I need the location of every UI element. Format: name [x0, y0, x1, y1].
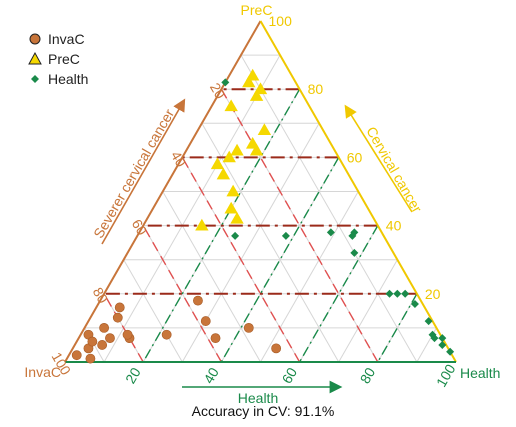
point-health-16 — [446, 347, 455, 356]
point-health-3 — [326, 228, 335, 237]
axis-label-invac: InvaC — [24, 364, 61, 380]
point-invac-8 — [85, 353, 96, 364]
footer-accuracy: Accuracy in CV: 91.1% — [192, 403, 335, 419]
dash-line-invac-60 — [142, 225, 223, 363]
point-invac-2 — [114, 302, 125, 313]
point-health-1 — [231, 231, 240, 240]
point-health-5 — [350, 228, 359, 237]
point-health-14 — [438, 334, 447, 343]
tick-label-invac-20: 20 — [207, 80, 229, 102]
point-invac-14 — [161, 329, 172, 340]
legend-marker-invac — [29, 33, 41, 45]
arrow-label-cervical-cancer: Cervical cancer — [363, 124, 425, 216]
tick-label-health-40: 40 — [200, 365, 222, 387]
dash-line-invac-20 — [220, 88, 379, 363]
grid-line-invac-10 — [240, 54, 418, 363]
arrow-cervical-cancer — [344, 104, 413, 213]
dash-line-health-80 — [377, 293, 418, 363]
triangle-edges — [64, 20, 457, 363]
point-prec-11 — [216, 167, 231, 180]
point-invac-10 — [97, 340, 108, 350]
tick-label-health-60: 60 — [278, 365, 300, 387]
point-health-9 — [410, 300, 419, 309]
grid-line-health-10 — [103, 54, 281, 363]
point-prec-14 — [230, 211, 244, 224]
grid-lines — [84, 54, 437, 363]
tick-label-health-80: 80 — [357, 365, 379, 387]
point-invac-17 — [271, 343, 282, 354]
point-invac-4 — [112, 312, 123, 323]
arrow-severer-cervical-cancer — [101, 98, 186, 245]
grid-line-invac-50 — [162, 191, 261, 363]
tick-label-invac-60: 60 — [129, 216, 151, 238]
point-prec-15 — [195, 218, 209, 231]
tick-label-invac-40: 40 — [168, 148, 190, 170]
tick-label-invac-80: 80 — [90, 285, 112, 307]
point-prec-1 — [253, 82, 268, 95]
grid-line-invac-70 — [123, 259, 183, 363]
legend-label-health: Health — [48, 71, 88, 87]
point-prec-9 — [222, 150, 236, 163]
point-health-11 — [424, 317, 433, 326]
axis-label-prec: PreC — [241, 2, 273, 18]
axis-label-health: Health — [460, 365, 500, 381]
point-prec-6 — [249, 143, 264, 156]
tick-label-prec-80: 80 — [308, 81, 324, 97]
point-invac-0 — [200, 316, 211, 326]
grid-line-health-50 — [260, 191, 359, 363]
point-invac-3 — [99, 322, 109, 333]
point-invac-16 — [243, 322, 254, 333]
legend-label-prec: PreC — [48, 51, 80, 67]
dash-line-health-60 — [298, 225, 379, 363]
point-prec-5 — [257, 123, 272, 136]
point-invac-9 — [87, 336, 98, 347]
point-prec-0 — [249, 89, 264, 101]
point-prec-4 — [245, 68, 260, 81]
legend-marker-prec — [28, 51, 42, 65]
point-health-13 — [430, 334, 439, 343]
point-invac-11 — [105, 333, 115, 344]
arrow-label-health: Health — [238, 390, 278, 406]
point-prec-3 — [242, 75, 256, 88]
data-points — [71, 68, 455, 364]
point-prec-8 — [230, 143, 244, 156]
point-invac-1 — [193, 295, 203, 306]
point-health-7 — [393, 289, 402, 298]
legend: InvaC PreC Health — [28, 31, 88, 87]
dash-line-invac-40 — [181, 157, 301, 363]
dash-line-invac-80 — [103, 293, 144, 363]
point-health-2 — [281, 231, 290, 240]
edge-prec-axis — [259, 20, 457, 363]
point-health-15 — [438, 340, 447, 349]
point-invac-15 — [210, 333, 221, 344]
point-prec-12 — [226, 184, 240, 197]
dash-line-health-20 — [142, 88, 301, 363]
point-invac-7 — [71, 350, 82, 361]
legend-label-invac: InvaC — [48, 31, 85, 47]
edge-invac-axis — [64, 20, 262, 363]
point-prec-7 — [245, 136, 260, 149]
tick-label-prec-60: 60 — [347, 149, 363, 165]
tick-label-health-100: 100 — [433, 361, 459, 389]
grid-line-health-70 — [338, 259, 398, 363]
point-prec-13 — [224, 201, 238, 214]
legend-marker-health — [31, 75, 39, 83]
tick-label-prec-20: 20 — [425, 286, 441, 302]
grid-line-invac-30 — [201, 123, 340, 363]
point-health-10 — [385, 289, 394, 298]
point-health-6 — [350, 248, 359, 257]
point-prec-10 — [210, 157, 225, 170]
tick-label-health-20: 20 — [122, 365, 144, 387]
point-health-0 — [221, 78, 230, 87]
point-invac-13 — [122, 329, 133, 340]
tick-label-prec-40: 40 — [386, 218, 402, 234]
axis-labels: InvaC PreC Health — [24, 2, 500, 381]
point-health-8 — [401, 289, 410, 298]
tick-label-prec-100: 100 — [269, 13, 293, 29]
point-prec-2 — [224, 99, 238, 112]
